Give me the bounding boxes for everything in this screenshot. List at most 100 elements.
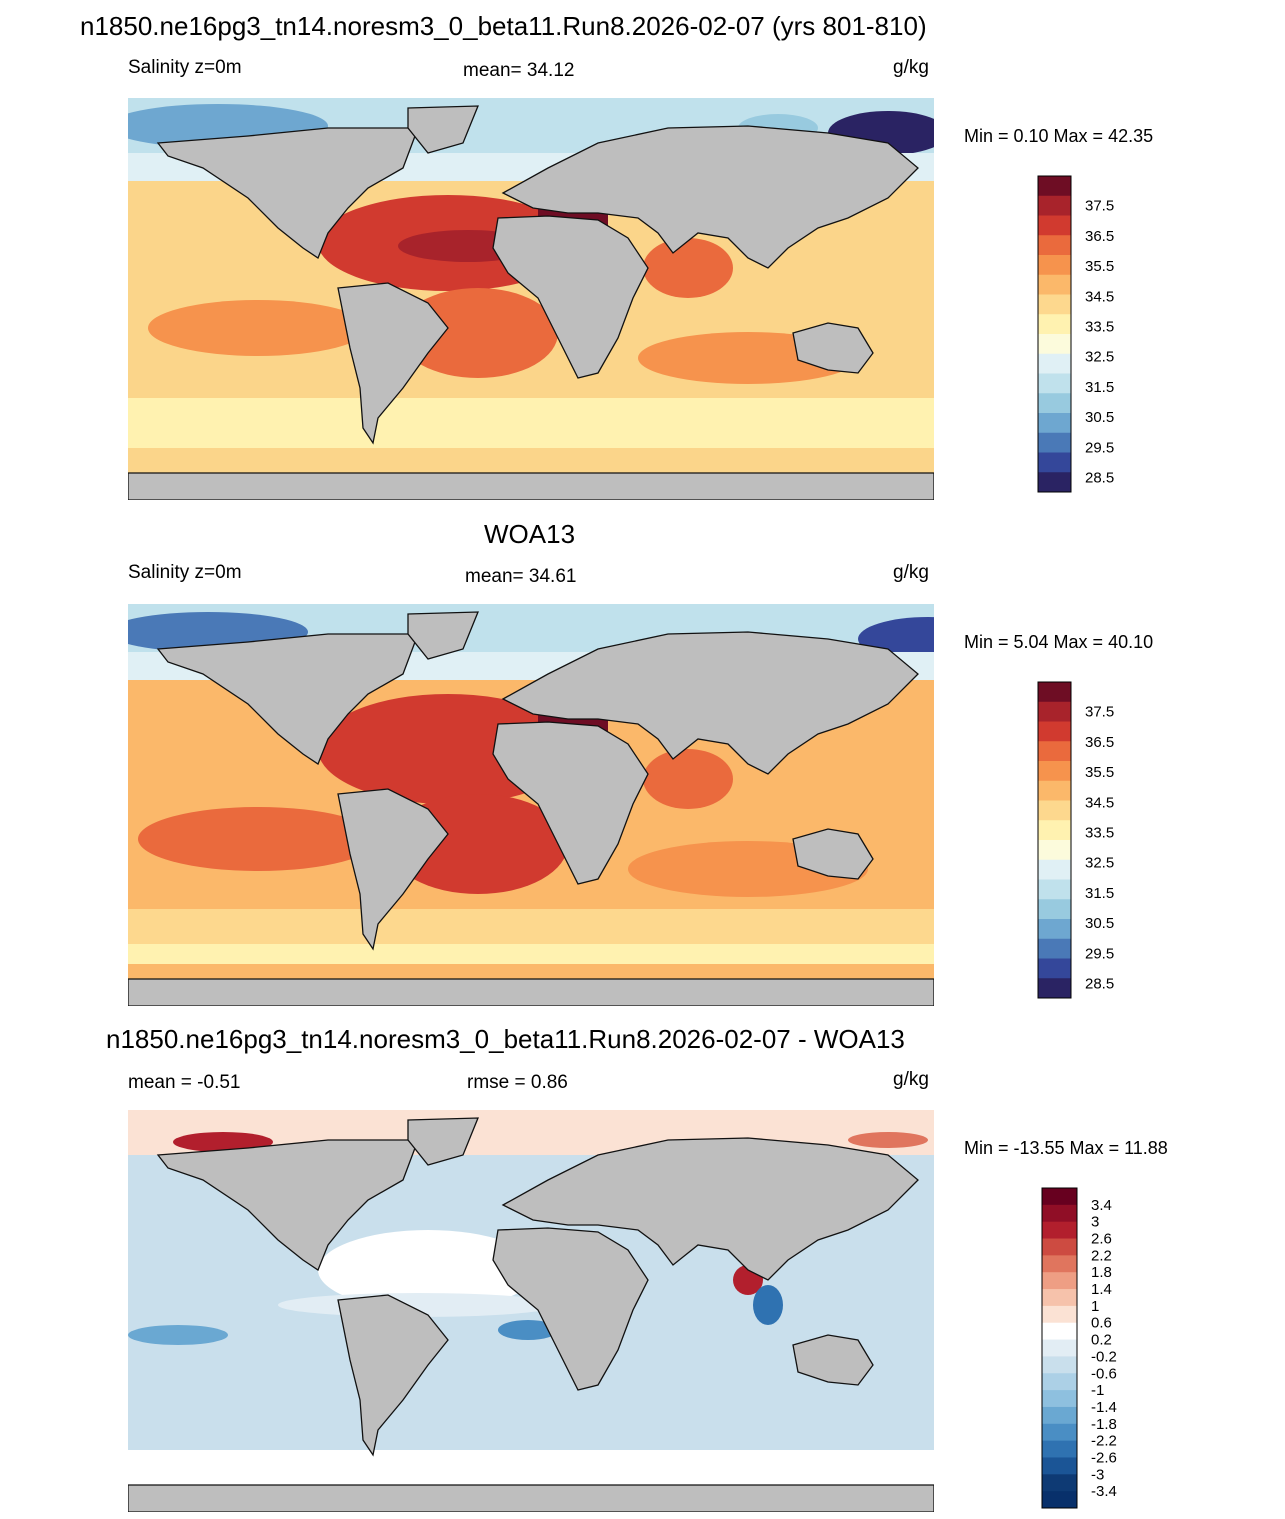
panel-1-mean-label: mean= 34.12 — [463, 60, 575, 81]
colorbar-swatch — [1038, 859, 1071, 880]
panel-2-mean-label: mean= 34.61 — [465, 566, 577, 587]
colorbar-tick-label: 36.5 — [1085, 228, 1114, 245]
panel-3-colorbar: 3.4 3 2.6 2.2 1.8 1.4 1 0.6 0.2 -0.2 -0.6 -1 -1.4 -1.… — [1041, 1187, 1182, 1513]
colorbar-tick-label: 30.5 — [1085, 915, 1114, 932]
panel-2-colorbar: 37.5 36.5 35.5 34.5 33.5 32.5 31.5 30.5 29.5 28.5 — [1037, 681, 1178, 1002]
colorbar-tick-label: 1.4 — [1091, 1281, 1112, 1298]
colorbar-tick-label: 2.6 — [1091, 1231, 1112, 1248]
colorbar-tick-label: 33.5 — [1085, 318, 1114, 335]
colorbar-swatch — [1038, 373, 1071, 394]
colorbar-swatch — [1038, 215, 1071, 236]
colorbar-tick-label: -2.2 — [1091, 1433, 1117, 1450]
colorbar-swatch — [1042, 1221, 1077, 1240]
colorbar-swatch — [1042, 1474, 1077, 1492]
colorbar-swatch — [1038, 701, 1071, 722]
colorbar-tick-label: 34.5 — [1085, 288, 1114, 305]
colorbar-swatch — [1038, 840, 1071, 861]
panel-3-rmse-label: rmse = 0.86 — [467, 1072, 568, 1093]
colorbar-swatch — [1042, 1339, 1077, 1357]
colorbar-tick-label: 2.2 — [1091, 1247, 1112, 1264]
colorbar-frame — [1037, 681, 1072, 999]
colorbar-tick-label: 35.5 — [1085, 764, 1114, 781]
colorbar-tick-label: -3.4 — [1091, 1483, 1117, 1500]
colorbar-swatch — [1038, 294, 1071, 315]
colorbar-swatch — [1042, 1440, 1077, 1458]
colorbar-tick-label: 31.5 — [1085, 885, 1114, 902]
colorbar-tick-label: 1 — [1091, 1298, 1099, 1315]
colorbar-swatch — [1042, 1305, 1077, 1324]
colorbar-swatch — [1038, 353, 1071, 374]
colorbar-swatch — [1038, 452, 1071, 473]
colorbar-tick-label: 29.5 — [1085, 439, 1114, 456]
colorbar-swatch — [1042, 1238, 1077, 1256]
colorbar-tick-label: 32.5 — [1085, 349, 1114, 366]
colorbar-swatch — [1042, 1255, 1077, 1273]
colorbar-tick-label: 35.5 — [1085, 258, 1114, 275]
colorbar-swatch — [1038, 899, 1071, 920]
colorbar-swatch — [1038, 780, 1071, 801]
colorbar-swatch — [1038, 176, 1071, 197]
panel-2-map — [128, 604, 934, 1006]
panel-1-variable-label: Salinity z=0m — [128, 57, 242, 78]
colorbar-swatch — [1042, 1204, 1077, 1223]
colorbar-swatch — [1038, 761, 1071, 782]
colorbar-swatch — [1038, 432, 1071, 453]
colorbar-tick-label: 3 — [1091, 1214, 1099, 1231]
colorbar-swatch — [1038, 879, 1071, 900]
colorbar-swatch — [1038, 682, 1071, 703]
colorbar-swatch — [1038, 820, 1071, 841]
colorbar-swatch — [1038, 721, 1071, 742]
colorbar-swatch — [1038, 958, 1071, 979]
colorbar-tick-label: -2.6 — [1091, 1449, 1117, 1466]
panel-2-minmax: Min = 5.04 Max = 40.10 — [964, 632, 1154, 652]
colorbar-swatch — [1042, 1373, 1077, 1391]
colorbar-swatch — [1038, 195, 1071, 216]
colorbar-tick-label: 36.5 — [1085, 734, 1114, 751]
colorbar-frame — [1037, 175, 1072, 493]
panel-1-minmax: Min = 0.10 Max = 42.35 — [964, 126, 1154, 146]
panel-1-colorbar: 37.5 36.5 35.5 34.5 33.5 32.5 31.5 30.5 29.5 28.5 — [1037, 175, 1178, 496]
colorbar-swatch — [1038, 741, 1071, 762]
colorbar-swatch — [1042, 1272, 1077, 1290]
colorbar-tick-label: 37.5 — [1085, 198, 1114, 215]
colorbar-tick-label: 31.5 — [1085, 379, 1114, 396]
panel-3-units-label: g/kg — [893, 1069, 929, 1090]
panel-2-title: WOA13 — [484, 519, 576, 549]
colorbar-tick-label: 37.5 — [1085, 704, 1114, 721]
colorbar-tick-label: 28.5 — [1085, 470, 1114, 487]
colorbar-tick-label: -1.8 — [1091, 1416, 1117, 1433]
colorbar-tick-label: 29.5 — [1085, 945, 1114, 962]
colorbar-frame — [1041, 1187, 1078, 1509]
colorbar-swatch — [1042, 1322, 1077, 1341]
colorbar-swatch — [1038, 393, 1071, 414]
colorbar-swatch — [1038, 978, 1071, 999]
colorbar-swatch — [1042, 1289, 1077, 1307]
colorbar-tick-label: 30.5 — [1085, 409, 1114, 426]
colorbar-tick-label: 3.4 — [1091, 1197, 1112, 1214]
colorbar-swatch — [1038, 938, 1071, 959]
colorbar-swatch — [1042, 1406, 1077, 1425]
panel-3-title: n1850.ne16pg3_tn14.noresm3_0_beta11.Run8… — [106, 1024, 905, 1054]
colorbar-tick-label: 1.8 — [1091, 1264, 1112, 1281]
colorbar-swatch — [1038, 314, 1071, 335]
panel-3-minmax: Min = -13.55 Max = 11.88 — [964, 1138, 1168, 1158]
colorbar-tick-label: 33.5 — [1085, 824, 1114, 841]
colorbar-tick-label: -3 — [1091, 1466, 1104, 1483]
colorbar-tick-label: 34.5 — [1085, 794, 1114, 811]
colorbar-swatch — [1038, 472, 1071, 493]
colorbar-swatch — [1038, 334, 1071, 355]
panel-3-mean-label: mean = -0.51 — [128, 1072, 241, 1093]
colorbar-swatch — [1038, 800, 1071, 821]
colorbar-swatch — [1038, 413, 1071, 434]
colorbar-swatch — [1042, 1390, 1077, 1408]
colorbar-swatch — [1042, 1491, 1077, 1509]
colorbar-swatch — [1038, 255, 1071, 276]
colorbar-tick-label: -0.6 — [1091, 1365, 1117, 1382]
colorbar-tick-label: 28.5 — [1085, 976, 1114, 993]
colorbar-swatch — [1038, 919, 1071, 940]
colorbar-swatch — [1038, 274, 1071, 295]
panel-2-variable-label: Salinity z=0m — [128, 562, 242, 583]
colorbar-swatch — [1038, 235, 1071, 256]
panel-1-units-label: g/kg — [893, 57, 929, 78]
colorbar-tick-label: -1.4 — [1091, 1399, 1117, 1416]
